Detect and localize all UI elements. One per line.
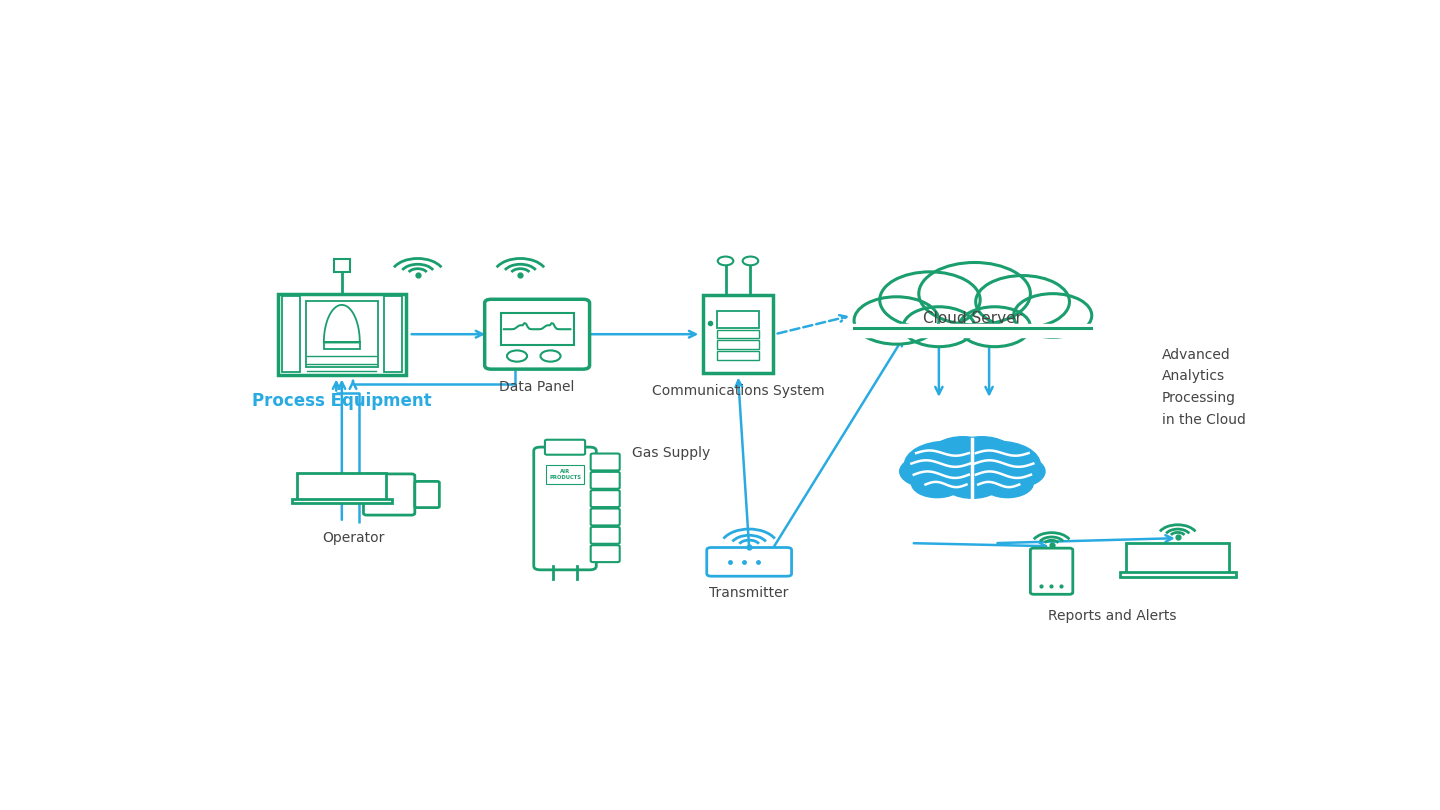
Text: AIR
PRODUCTS: AIR PRODUCTS <box>549 469 580 480</box>
FancyArrowPatch shape <box>985 335 992 394</box>
Circle shape <box>904 441 989 488</box>
Circle shape <box>743 257 759 266</box>
Bar <box>305 301 377 367</box>
Bar <box>324 343 360 348</box>
Text: Communications System: Communications System <box>652 384 824 398</box>
Text: Advanced
Analytics
Processing
in the Cloud: Advanced Analytics Processing in the Clo… <box>1162 347 1246 427</box>
Bar <box>501 313 573 345</box>
Text: Data Panel: Data Panel <box>500 381 575 394</box>
Bar <box>546 465 583 484</box>
Circle shape <box>976 275 1070 328</box>
Bar <box>717 330 759 338</box>
FancyArrowPatch shape <box>412 330 482 338</box>
Bar <box>292 499 392 503</box>
Circle shape <box>540 351 560 361</box>
FancyBboxPatch shape <box>534 447 596 570</box>
Bar <box>282 296 300 373</box>
Circle shape <box>900 456 956 487</box>
FancyArrowPatch shape <box>338 382 346 520</box>
FancyArrowPatch shape <box>736 381 749 545</box>
Circle shape <box>903 307 975 347</box>
Text: Cloud Server: Cloud Server <box>923 311 1022 326</box>
FancyArrowPatch shape <box>333 382 340 390</box>
Circle shape <box>942 464 1002 498</box>
FancyArrowPatch shape <box>773 339 903 548</box>
FancyArrowPatch shape <box>914 543 1045 549</box>
Bar <box>1120 572 1236 577</box>
Circle shape <box>956 441 1040 488</box>
FancyArrowPatch shape <box>350 381 356 389</box>
FancyArrowPatch shape <box>998 535 1172 543</box>
Circle shape <box>989 456 1045 487</box>
Circle shape <box>982 469 1034 497</box>
Text: Reports and Alerts: Reports and Alerts <box>1048 608 1176 623</box>
Bar <box>717 340 759 349</box>
Bar <box>383 296 402 373</box>
Text: Gas Supply: Gas Supply <box>632 446 710 460</box>
FancyArrowPatch shape <box>778 315 847 334</box>
Circle shape <box>854 296 939 344</box>
Bar <box>717 352 759 360</box>
FancyBboxPatch shape <box>485 299 589 369</box>
FancyBboxPatch shape <box>415 481 439 508</box>
FancyBboxPatch shape <box>278 294 406 375</box>
Bar <box>852 324 1093 337</box>
Circle shape <box>919 262 1031 325</box>
Text: Process Equipment: Process Equipment <box>252 391 432 410</box>
Circle shape <box>912 469 963 497</box>
FancyBboxPatch shape <box>590 545 619 562</box>
FancyArrowPatch shape <box>935 335 943 394</box>
FancyBboxPatch shape <box>590 509 619 526</box>
FancyBboxPatch shape <box>707 548 792 576</box>
Bar <box>1126 543 1230 574</box>
Bar <box>297 473 386 501</box>
Circle shape <box>930 437 996 473</box>
FancyBboxPatch shape <box>544 440 585 454</box>
FancyBboxPatch shape <box>590 526 619 544</box>
Text: Operator: Operator <box>321 531 384 544</box>
Bar <box>717 311 759 328</box>
Circle shape <box>717 257 733 266</box>
Circle shape <box>880 272 981 328</box>
Bar <box>334 258 350 272</box>
Text: Transmitter: Transmitter <box>710 586 789 599</box>
FancyBboxPatch shape <box>590 490 619 507</box>
Circle shape <box>949 437 1015 473</box>
FancyBboxPatch shape <box>590 454 619 471</box>
Circle shape <box>507 351 527 361</box>
Circle shape <box>1014 294 1092 337</box>
FancyBboxPatch shape <box>703 295 773 373</box>
FancyArrowPatch shape <box>589 330 696 338</box>
FancyBboxPatch shape <box>363 474 415 515</box>
Circle shape <box>959 307 1031 347</box>
FancyBboxPatch shape <box>590 472 619 488</box>
FancyBboxPatch shape <box>1031 548 1073 595</box>
